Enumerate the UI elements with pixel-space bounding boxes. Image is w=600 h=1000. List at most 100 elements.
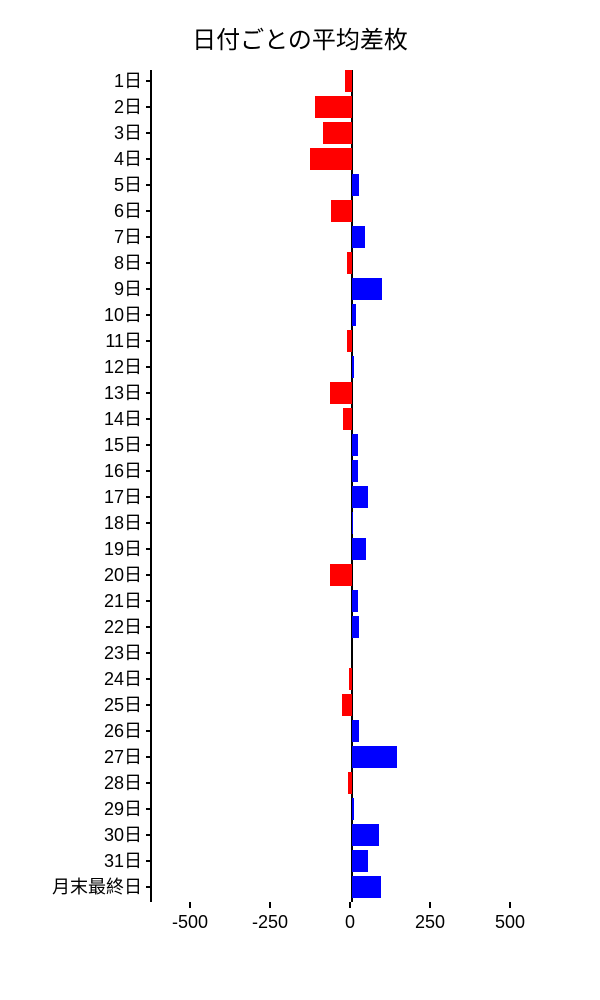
y-label: 月末最終日 xyxy=(52,878,142,896)
y-label: 19日 xyxy=(104,540,142,558)
y-tick xyxy=(146,756,152,758)
bar xyxy=(352,616,359,638)
y-label: 6日 xyxy=(114,202,142,220)
y-label: 16日 xyxy=(104,462,142,480)
y-label: 4日 xyxy=(114,150,142,168)
y-tick xyxy=(146,158,152,160)
bar xyxy=(347,252,352,274)
y-tick xyxy=(146,262,152,264)
bar xyxy=(349,668,352,690)
bar xyxy=(348,772,352,794)
bar xyxy=(352,720,359,742)
y-tick xyxy=(146,470,152,472)
bar xyxy=(352,798,354,820)
y-tick xyxy=(146,834,152,836)
y-tick xyxy=(146,418,152,420)
y-label: 27日 xyxy=(104,748,142,766)
bar xyxy=(352,746,397,768)
y-label: 26日 xyxy=(104,722,142,740)
y-label: 20日 xyxy=(104,566,142,584)
x-label: -500 xyxy=(172,912,208,933)
x-label: 0 xyxy=(345,912,355,933)
bar xyxy=(352,538,366,560)
bar xyxy=(345,70,352,92)
y-label: 7日 xyxy=(114,228,142,246)
y-tick xyxy=(146,600,152,602)
bar xyxy=(347,330,352,352)
bar xyxy=(352,460,358,482)
y-tick xyxy=(146,184,152,186)
y-label: 10日 xyxy=(104,306,142,324)
x-tick xyxy=(509,902,511,908)
y-label: 9日 xyxy=(114,280,142,298)
y-label: 25日 xyxy=(104,696,142,714)
plot-area xyxy=(150,70,552,902)
y-label: 2日 xyxy=(114,98,142,116)
y-tick xyxy=(146,210,152,212)
bar xyxy=(330,564,352,586)
bar xyxy=(342,694,352,716)
chart-container: 日付ごとの平均差枚 -500 -250 0 250 500 1日 2日 3日 4日 5日 6日 7日… xyxy=(0,0,600,1000)
y-tick xyxy=(146,860,152,862)
y-tick xyxy=(146,106,152,108)
x-label: 250 xyxy=(415,912,445,933)
y-tick xyxy=(146,444,152,446)
y-tick xyxy=(146,340,152,342)
y-tick xyxy=(146,80,152,82)
bar xyxy=(331,200,352,222)
y-label: 28日 xyxy=(104,774,142,792)
x-label: -250 xyxy=(252,912,288,933)
y-label: 8日 xyxy=(114,254,142,272)
bar xyxy=(352,226,365,248)
y-tick xyxy=(146,626,152,628)
bar xyxy=(352,850,368,872)
y-label: 1日 xyxy=(114,72,142,90)
bar xyxy=(352,590,358,612)
y-label: 5日 xyxy=(114,176,142,194)
y-tick xyxy=(146,132,152,134)
bar xyxy=(352,434,358,456)
y-tick xyxy=(146,808,152,810)
y-tick xyxy=(146,886,152,888)
bar xyxy=(352,356,354,378)
y-label: 17日 xyxy=(104,488,142,506)
bar xyxy=(352,174,359,196)
y-tick xyxy=(146,236,152,238)
y-tick xyxy=(146,392,152,394)
y-tick xyxy=(146,548,152,550)
y-tick xyxy=(146,678,152,680)
y-tick xyxy=(146,652,152,654)
y-label: 21日 xyxy=(104,592,142,610)
y-label: 30日 xyxy=(104,826,142,844)
x-tick xyxy=(189,902,191,908)
bar xyxy=(352,876,381,898)
y-label: 31日 xyxy=(104,852,142,870)
bar xyxy=(352,278,382,300)
x-tick xyxy=(269,902,271,908)
y-label: 3日 xyxy=(114,124,142,142)
y-tick xyxy=(146,496,152,498)
x-tick xyxy=(349,902,351,908)
y-label: 12日 xyxy=(104,358,142,376)
x-label: 500 xyxy=(495,912,525,933)
y-tick xyxy=(146,366,152,368)
y-tick xyxy=(146,782,152,784)
y-tick xyxy=(146,704,152,706)
y-label: 13日 xyxy=(104,384,142,402)
y-label: 23日 xyxy=(104,644,142,662)
y-label: 18日 xyxy=(104,514,142,532)
chart-title: 日付ごとの平均差枚 xyxy=(0,20,600,55)
bar xyxy=(323,122,352,144)
y-label: 14日 xyxy=(104,410,142,428)
y-tick xyxy=(146,730,152,732)
y-label: 29日 xyxy=(104,800,142,818)
bar xyxy=(352,512,353,534)
y-tick xyxy=(146,314,152,316)
bar xyxy=(315,96,352,118)
x-tick xyxy=(429,902,431,908)
y-tick xyxy=(146,522,152,524)
x-axis: -500 -250 0 250 500 xyxy=(150,902,550,942)
y-label: 24日 xyxy=(104,670,142,688)
y-label: 11日 xyxy=(105,332,142,350)
y-label: 22日 xyxy=(104,618,142,636)
